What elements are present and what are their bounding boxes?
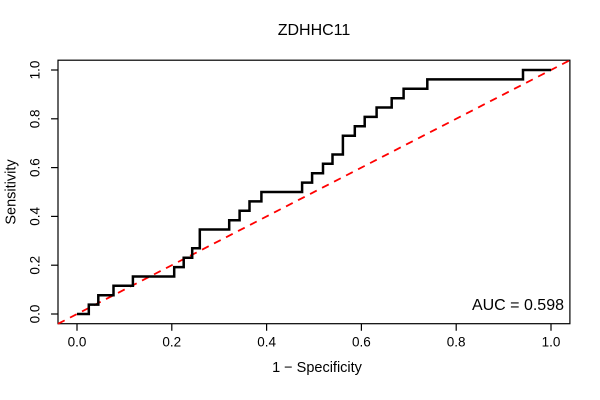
y-tick-label: 0.4 [28,207,43,226]
y-tick-label: 0.6 [28,158,43,177]
chart-title: ZDHHC11 [278,22,351,39]
x-tick-label: 1.0 [542,334,561,349]
x-tick-label: 0.0 [68,334,87,349]
x-tick-label: 0.6 [352,334,371,349]
x-axis-tick-labels: 0.0 0.2 0.4 0.6 0.8 1.0 [68,334,561,349]
x-tick-label: 0.4 [257,334,276,349]
plot-box-border [57,59,571,325]
y-tick-label: 0.0 [28,305,43,324]
y-axis-ticks [51,69,59,315]
y-tick-label: 0.8 [28,109,43,128]
y-tick-label: 1.0 [28,61,43,80]
chance-diagonal-line [57,59,571,325]
x-tick-label: 0.8 [447,334,466,349]
x-axis-label: 1 − Specificity [272,360,363,376]
y-axis-tick-labels: 0.0 0.2 0.4 0.6 0.8 1.0 [28,61,43,324]
x-tick-label: 0.2 [162,334,181,349]
auc-value-label: AUC = 0.598 [472,297,564,314]
y-tick-label: 0.2 [28,256,43,275]
y-axis-label: Sensitivity [4,159,20,225]
roc-step-curve [77,68,551,316]
x-axis-ticks [76,323,552,331]
